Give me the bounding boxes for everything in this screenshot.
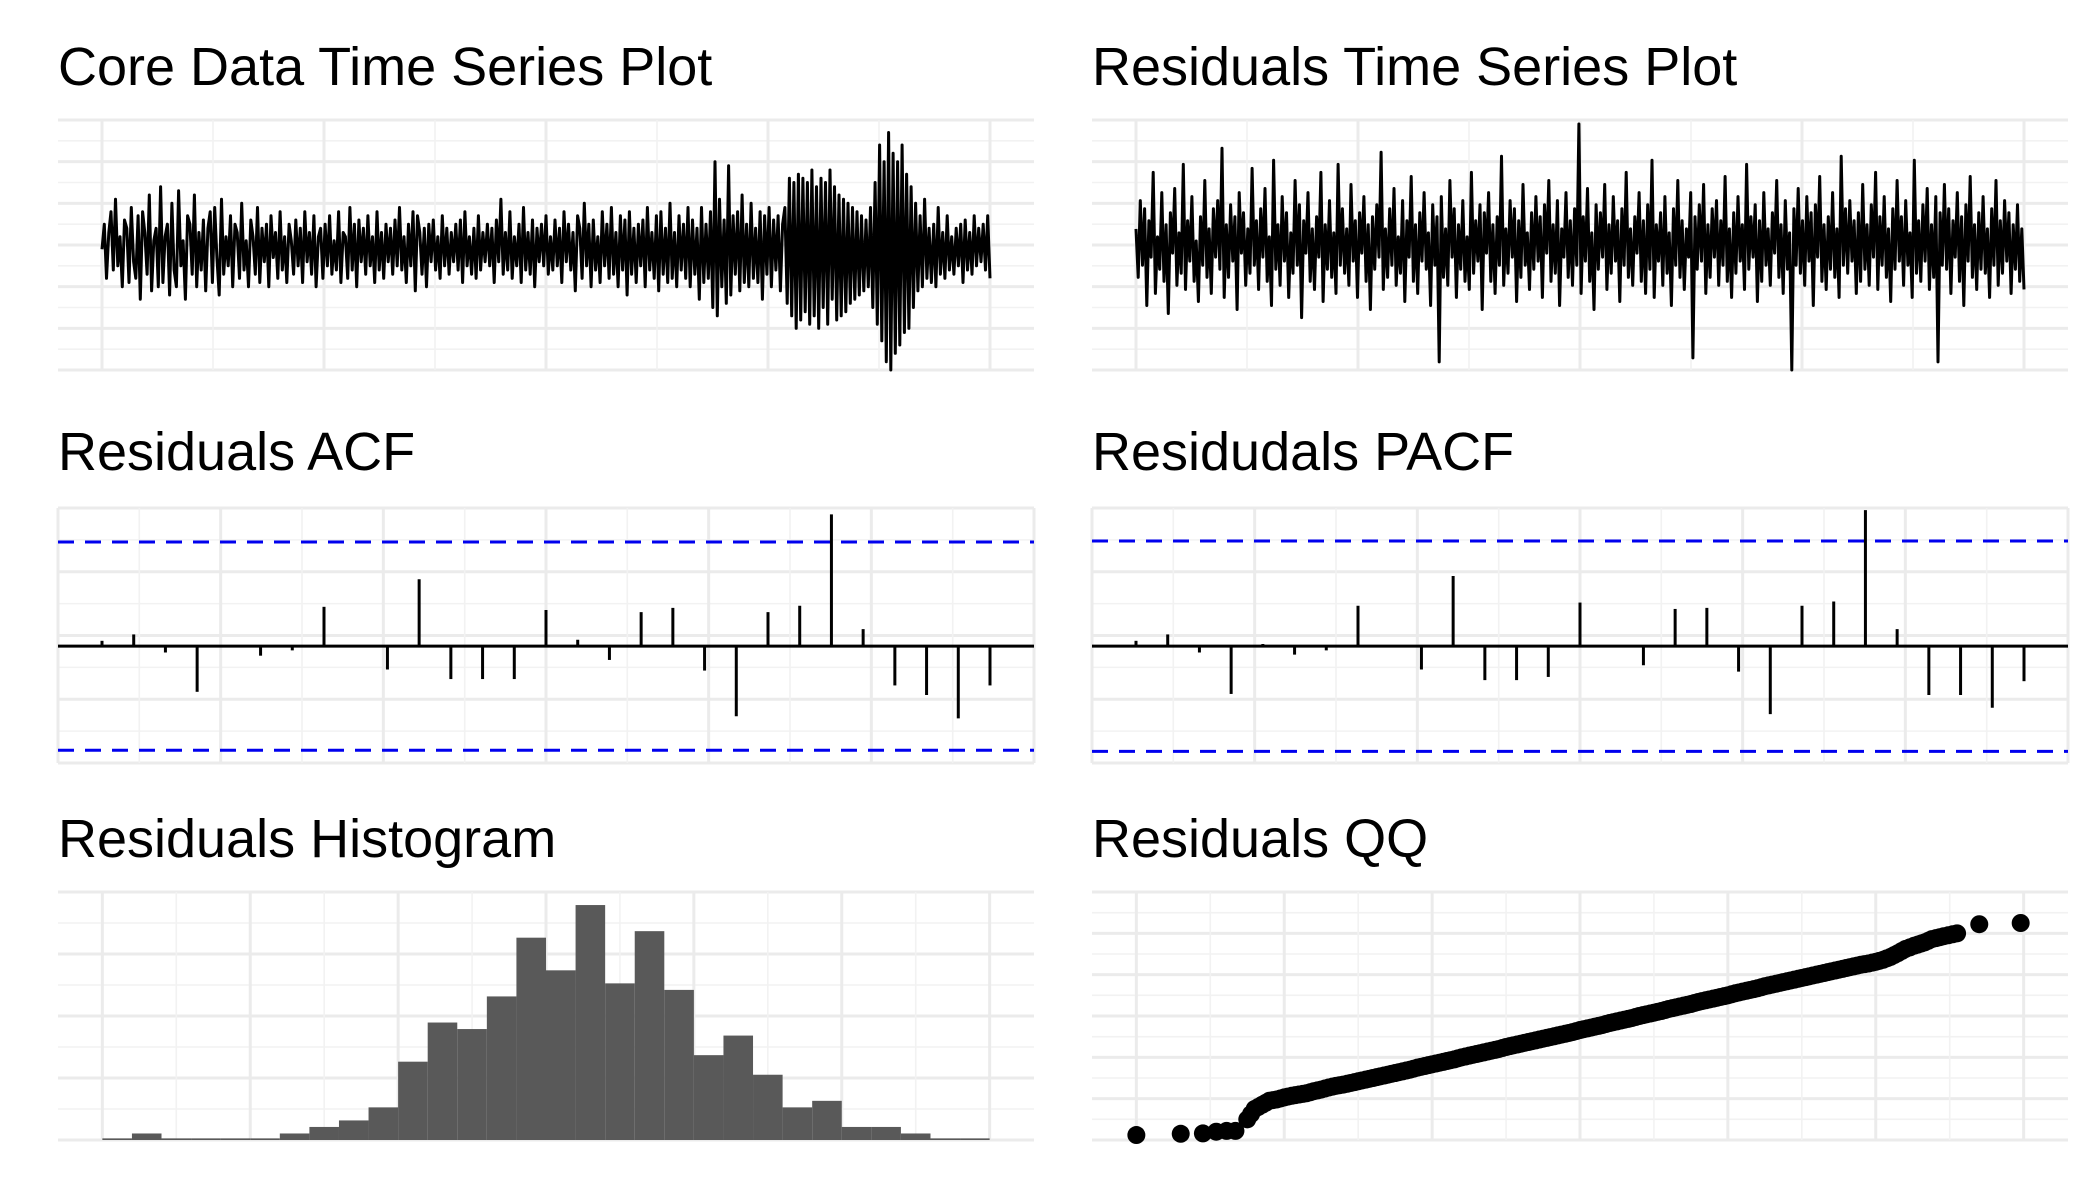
histogram-bar [102,1138,132,1140]
histogram-bar [782,1107,813,1140]
histogram-bar [575,905,606,1140]
histogram-bar [516,937,546,1140]
histogram-bar [220,1138,251,1140]
qq-title: Residuals QQ [1092,809,1429,869]
acf-panel: Residuals ACF [56,422,1036,770]
pacf-plot [1090,506,2070,765]
histogram-bar [664,989,694,1140]
resid-ts-panel: Residuals Time Series Plot [1092,40,2068,380]
histogram-bar [161,1138,192,1140]
qq-plot [1092,890,2068,1145]
histogram-bar [841,1126,872,1140]
core-ts-title: Core Data Time Series Plot [58,37,713,97]
histogram-bar [546,970,576,1140]
hist-panel: Residuals Histogram [58,812,1034,1152]
histogram-bar [338,1120,369,1140]
qq-point [1193,1124,1212,1143]
histogram-bar [427,1022,458,1140]
grid [1090,506,2070,765]
histogram-bar [486,996,517,1140]
acf-title: Residuals ACF [58,422,416,482]
qq-point [1226,1121,1245,1140]
qq-point [1127,1126,1146,1145]
qq-point [1948,924,1967,943]
hist-plot [58,890,1034,1142]
histogram-bar [279,1133,310,1140]
pacf-panel: Residudals PACF [1090,422,2070,770]
histogram-bar [693,1055,724,1140]
hist-title: Residuals Histogram [58,809,557,869]
histogram-bar [960,1138,990,1140]
histogram-bar [605,983,635,1140]
histogram-bar [900,1133,931,1140]
core-ts-panel: Core Data Time Series Plot [58,40,1034,380]
series-line [100,131,992,372]
histogram-bar [309,1126,339,1140]
series-line [1134,122,2026,372]
histogram-bar [753,1074,783,1140]
histogram-bar [812,1100,842,1140]
qq-point [1970,915,1989,934]
histogram-bar [930,1138,961,1140]
pacf-title: Residudals PACF [1092,422,1515,482]
histogram-bar [723,1035,754,1140]
histogram-bar [871,1126,901,1140]
histogram-bar [368,1107,399,1140]
histogram-bar [634,931,665,1140]
resid-ts-plot [1092,118,2068,372]
histogram-bar [398,1061,428,1140]
histogram-bar [250,1138,280,1140]
qq-panel: Residuals QQ [1092,812,2068,1152]
histogram-bar [457,1029,487,1140]
qq-point [2011,914,2030,932]
histogram-bar [131,1133,162,1140]
qq-point [1171,1124,1190,1143]
grid [1092,890,2068,1142]
acf-plot [56,506,1036,765]
core-ts-plot [58,118,1034,372]
histogram-bar [191,1138,221,1140]
resid-ts-title: Residuals Time Series Plot [1092,37,1738,97]
